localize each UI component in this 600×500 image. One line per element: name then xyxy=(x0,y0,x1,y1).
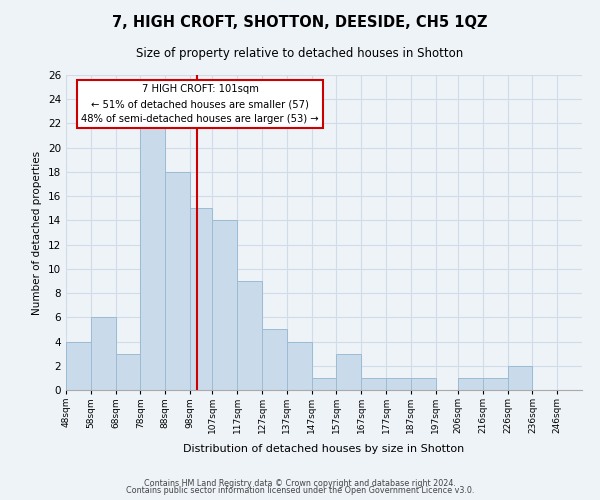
Text: Contains public sector information licensed under the Open Government Licence v3: Contains public sector information licen… xyxy=(126,486,474,495)
Bar xyxy=(386,378,411,390)
Bar xyxy=(508,366,532,390)
Bar xyxy=(190,208,212,390)
Bar xyxy=(458,378,483,390)
Text: 7 HIGH CROFT: 101sqm
← 51% of detached houses are smaller (57)
48% of semi-detac: 7 HIGH CROFT: 101sqm ← 51% of detached h… xyxy=(82,84,319,124)
Bar xyxy=(66,342,91,390)
Bar xyxy=(140,124,165,390)
X-axis label: Distribution of detached houses by size in Shotton: Distribution of detached houses by size … xyxy=(184,444,464,454)
Bar xyxy=(91,318,116,390)
Text: 7, HIGH CROFT, SHOTTON, DEESIDE, CH5 1QZ: 7, HIGH CROFT, SHOTTON, DEESIDE, CH5 1QZ xyxy=(112,15,488,30)
Bar xyxy=(311,378,337,390)
Y-axis label: Number of detached properties: Number of detached properties xyxy=(32,150,43,314)
Bar xyxy=(337,354,361,390)
Bar xyxy=(287,342,311,390)
Text: Contains HM Land Registry data © Crown copyright and database right 2024.: Contains HM Land Registry data © Crown c… xyxy=(144,478,456,488)
Bar xyxy=(411,378,436,390)
Bar xyxy=(483,378,508,390)
Bar xyxy=(165,172,190,390)
Bar xyxy=(361,378,386,390)
Bar xyxy=(262,330,287,390)
Bar xyxy=(116,354,140,390)
Text: Size of property relative to detached houses in Shotton: Size of property relative to detached ho… xyxy=(136,48,464,60)
Bar xyxy=(237,281,262,390)
Bar xyxy=(212,220,237,390)
